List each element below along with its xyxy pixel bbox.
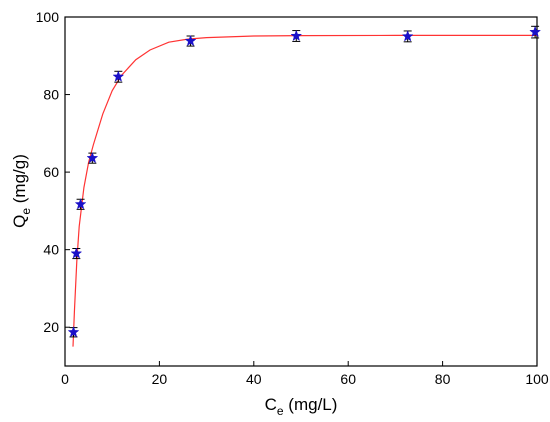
data-point — [529, 25, 542, 39]
data-point — [401, 30, 414, 43]
x-tick-label: 100 — [525, 371, 549, 387]
star-marker — [184, 34, 197, 47]
data-point — [74, 198, 87, 210]
star-marker — [67, 326, 80, 338]
star-marker — [529, 25, 542, 38]
y-axis: 20 40 60 80 100 — [36, 9, 70, 335]
plot-frame — [64, 16, 538, 367]
x-tick-label: 80 — [435, 371, 451, 387]
y-tick-label: 40 — [43, 242, 59, 258]
y-tick-label: 80 — [43, 87, 59, 103]
x-tick-label: 60 — [340, 371, 356, 387]
x-axis: 0 20 40 60 80 100 — [61, 361, 549, 387]
data-point — [67, 326, 80, 338]
star-marker — [401, 30, 414, 42]
star-marker — [112, 70, 125, 82]
x-tick-label: 40 — [246, 371, 262, 387]
data-point — [184, 34, 197, 47]
x-tick-label: 20 — [152, 371, 168, 387]
star-marker — [290, 29, 303, 42]
data-point — [112, 70, 125, 83]
y-tick-label: 20 — [43, 319, 59, 335]
star-marker — [86, 151, 99, 164]
star-marker — [74, 198, 87, 210]
fit-curve — [72, 34, 537, 347]
fit-curve-layer — [72, 34, 537, 347]
star-marker — [70, 247, 83, 259]
y-tick-label: 100 — [36, 9, 60, 25]
x-axis-title: Ce (mg/L) — [265, 395, 338, 418]
data-point — [70, 247, 83, 260]
y-tick-label: 60 — [43, 164, 59, 180]
x-tick-label: 0 — [61, 371, 69, 387]
y-axis-title: Qe (mg/g) — [10, 154, 33, 228]
data-points-layer — [67, 25, 542, 338]
data-point — [86, 151, 99, 164]
data-point — [290, 29, 303, 42]
